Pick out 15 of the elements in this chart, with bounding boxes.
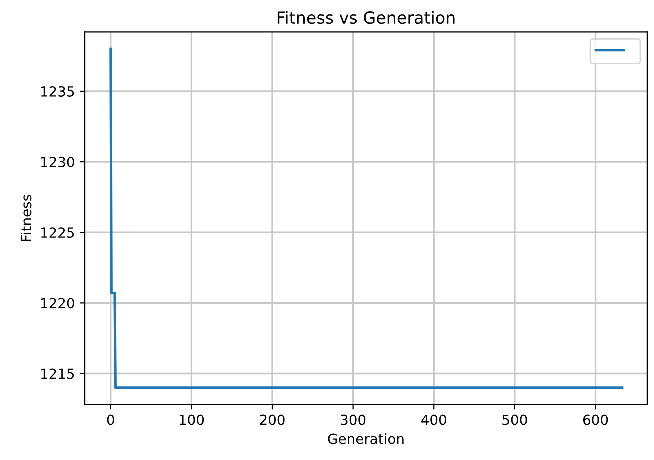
y-tick-label: 1225: [41, 228, 74, 238]
x-tick-label: 200: [260, 414, 285, 426]
x-tick-label: 600: [583, 414, 608, 426]
x-tick-label: 100: [180, 414, 204, 426]
x-tick-label: 300: [341, 414, 366, 426]
y-tick-label: 1230: [41, 157, 74, 168]
x-tick-label: 400: [422, 414, 446, 426]
y-tick-label: 1220: [41, 298, 74, 309]
y-tick-label: 1215: [41, 368, 74, 380]
x-axis-title: Generation: [328, 434, 404, 444]
x-tick-label: 500: [502, 414, 528, 426]
y-axis-title: Fitness: [20, 195, 32, 242]
x-tick-label: 0: [107, 414, 114, 426]
y-tick-label: 1235: [41, 86, 74, 97]
chart-title: Fitness vs Generation: [278, 11, 455, 24]
